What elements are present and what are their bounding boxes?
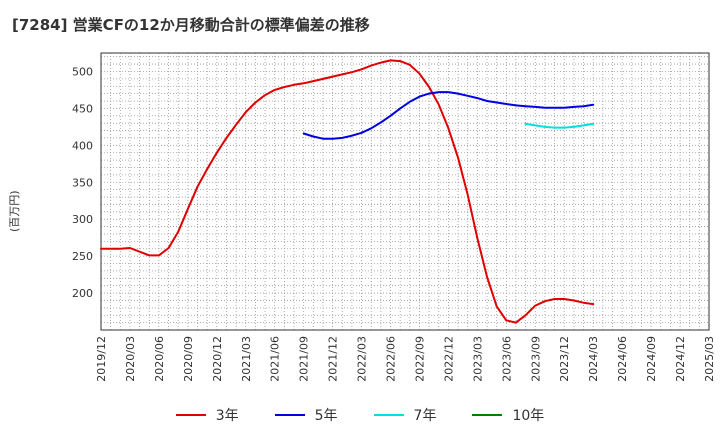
y-tick-label: 250: [72, 250, 93, 263]
legend-item: 3年: [175, 405, 239, 425]
x-tick-label: 2023/09: [529, 336, 542, 382]
x-tick-label: 2023/12: [558, 336, 571, 382]
legend-item: 10年: [472, 405, 544, 425]
x-tick-label: 2021/12: [327, 336, 340, 382]
legend-item: 5年: [274, 405, 338, 425]
x-tick-label: 2020/09: [182, 336, 195, 382]
legend-label: 10年: [512, 408, 545, 424]
legend-swatch: [274, 414, 305, 416]
x-tick-label: 2022/06: [385, 336, 398, 382]
y-tick-label: 450: [72, 102, 93, 115]
line-chart: 200 250 300 350 400 450 500 2019/12 2020/03 2020/…: [72, 52, 716, 382]
x-tick-label: 2024/06: [616, 336, 629, 382]
y-tick-label: 400: [72, 139, 93, 152]
x-tick-label: 2024/12: [674, 336, 687, 382]
x-tick-label: 2020/12: [211, 336, 224, 382]
x-tick-label: 2020/06: [153, 336, 166, 382]
y-tick-label: 500: [72, 65, 93, 78]
chart-title: [7284] 営業CFの12か月移動合計の標準偏差の推移: [12, 16, 370, 34]
chart-legend: 3年 5年 7年 10年: [0, 402, 720, 428]
series-line-5年: [302, 91, 595, 140]
series-line-3年: [100, 59, 595, 324]
x-tick-label: 2021/06: [269, 336, 282, 382]
legend-label: 5年: [314, 408, 338, 424]
legend-swatch: [472, 414, 503, 416]
legend-item: 7年: [373, 405, 437, 425]
plot-frame: [100, 52, 710, 331]
legend-label: 7年: [413, 408, 437, 424]
legend-swatch: [373, 414, 404, 416]
legend-label: 3年: [215, 408, 239, 424]
plot-area: [101, 53, 709, 330]
x-tick-label: 2025/03: [703, 336, 716, 382]
legend-swatch: [175, 414, 206, 416]
x-tick-label: 2021/09: [298, 336, 311, 382]
x-tick-label: 2020/03: [124, 336, 137, 382]
x-tick-label: 2022/12: [442, 336, 455, 382]
y-tick-label: 200: [72, 287, 93, 300]
y-tick-label: 300: [72, 213, 93, 226]
x-tick-label: 2023/06: [500, 336, 513, 382]
x-tick-label: 2024/09: [645, 336, 658, 382]
x-tick-label: 2021/03: [240, 336, 253, 382]
x-tick-label: 2019/12: [95, 336, 108, 382]
series-line-7年: [524, 122, 595, 129]
x-tick-label: 2022/03: [356, 336, 369, 382]
x-tick-label: 2023/03: [471, 336, 484, 382]
x-tick-label: 2022/09: [413, 336, 426, 382]
x-tick-label: 2024/03: [587, 336, 600, 382]
y-tick-label: 350: [72, 176, 93, 189]
